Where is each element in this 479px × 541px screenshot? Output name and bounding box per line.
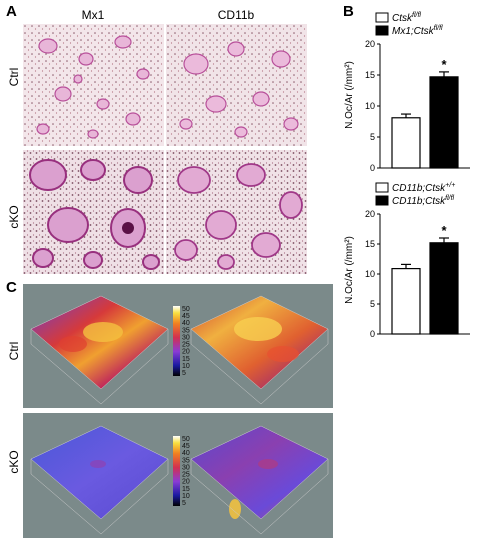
- colorbar-tick-label: 25: [182, 472, 190, 479]
- colorbar-tick-label: 45: [182, 443, 190, 450]
- bar-2: [429, 242, 459, 335]
- micrograph-cko-cd11b: [166, 150, 307, 274]
- colorbar-tick-label: 25: [182, 342, 190, 349]
- y-tick-label: 20: [365, 39, 375, 49]
- colorbar-tick-label: 50: [182, 306, 190, 313]
- colorbar-tick-label: 5: [182, 370, 186, 377]
- y-tick-label: 5: [370, 132, 375, 142]
- bar-1: [391, 267, 421, 335]
- legend-label-2: Mx1;Ctskfl/fl: [392, 25, 443, 37]
- y-tick-label: 0: [370, 163, 375, 173]
- panel-a-letter: A: [6, 3, 17, 20]
- micrograph-cko-mx1: [23, 150, 164, 274]
- micrograph-ctrl-cd11b: [166, 24, 307, 146]
- y-tick-label: 10: [365, 101, 375, 111]
- colorbar-tick-label: 35: [182, 327, 190, 334]
- colorbar-tick-label: 20: [182, 479, 190, 486]
- bar-chart-osteoclast-mx1: Ctskfl/fl Mx1;Ctskfl/fl N.Oc/Ar (/mm²) 0…: [344, 12, 470, 173]
- y-tick-label: 20: [365, 209, 375, 219]
- significance-marker: *: [441, 57, 447, 72]
- bar-2: [429, 76, 459, 169]
- bar-1: [391, 117, 421, 169]
- panel-b-letter: B: [343, 3, 354, 20]
- colorbar-tick-label: 45: [182, 313, 190, 320]
- micrograph-ctrl-mx1: [23, 24, 164, 146]
- colorbar-tick-label: 10: [182, 363, 190, 370]
- surface-plot-cko-mx1: [30, 425, 169, 535]
- surface-plot-cko-cd11b: [190, 425, 329, 535]
- colorbar-tick-label: 35: [182, 457, 190, 464]
- colorbar-tick-label: 40: [182, 320, 190, 327]
- y-tick-label: 10: [365, 269, 375, 279]
- y-tick-label: 0: [370, 329, 375, 339]
- surface-plot-ctrl-cd11b: [190, 295, 329, 405]
- column-label-cd11b: CD11b: [217, 8, 255, 22]
- legend-label-1: Ctskfl/fl: [392, 12, 421, 24]
- y-axis-label: N.Oc/Ar (/mm²): [344, 61, 355, 129]
- row-label-ctrl: Ctrl: [7, 67, 21, 87]
- trap-micrograph-grid: [23, 24, 307, 274]
- legend-label-1: CD11b;Ctsk+/+: [392, 182, 455, 194]
- bar-chart-osteoclast-cd11b: CD11b;Ctsk+/+ CD11b;Ctskfl/fl N.Oc/Ar (/…: [344, 182, 470, 339]
- legend-swatch-filled: [375, 195, 389, 206]
- colorbar-tick-label: 30: [182, 334, 190, 341]
- colorbar-tick-label: 15: [182, 486, 190, 493]
- row-label-c-cko: cKO: [7, 450, 21, 474]
- legend-swatch-open: [375, 12, 389, 23]
- y-tick-label: 5: [370, 299, 375, 309]
- y-axis-label: N.Oc/Ar (/mm²): [344, 236, 355, 304]
- colorbar-tick-label: 50: [182, 436, 190, 443]
- colorbar-ctrl: [173, 306, 180, 376]
- y-tick-label: 15: [365, 70, 375, 80]
- colorbar-cko: [173, 436, 180, 506]
- column-label-mx1: Mx1: [81, 8, 105, 22]
- row-label-cko: cKO: [7, 205, 21, 229]
- y-tick-label: 15: [365, 239, 375, 249]
- colorbar-tick-label: 15: [182, 356, 190, 363]
- legend-swatch-open: [375, 182, 389, 193]
- legend-label-2: CD11b;Ctskfl/fl: [392, 195, 455, 207]
- colorbar-tick-label: 5: [182, 500, 186, 507]
- significance-marker: *: [441, 223, 447, 238]
- colorbar-tick-label: 30: [182, 464, 190, 471]
- row-label-c-ctrl: Ctrl: [7, 341, 21, 361]
- legend-swatch-filled: [375, 25, 389, 36]
- colorbar-tick-label: 10: [182, 493, 190, 500]
- surface-plot-ctrl-mx1: [30, 295, 169, 405]
- colorbar-tick-label: 40: [182, 450, 190, 457]
- panel-c-letter: C: [6, 279, 17, 296]
- colorbar-tick-label: 20: [182, 349, 190, 356]
